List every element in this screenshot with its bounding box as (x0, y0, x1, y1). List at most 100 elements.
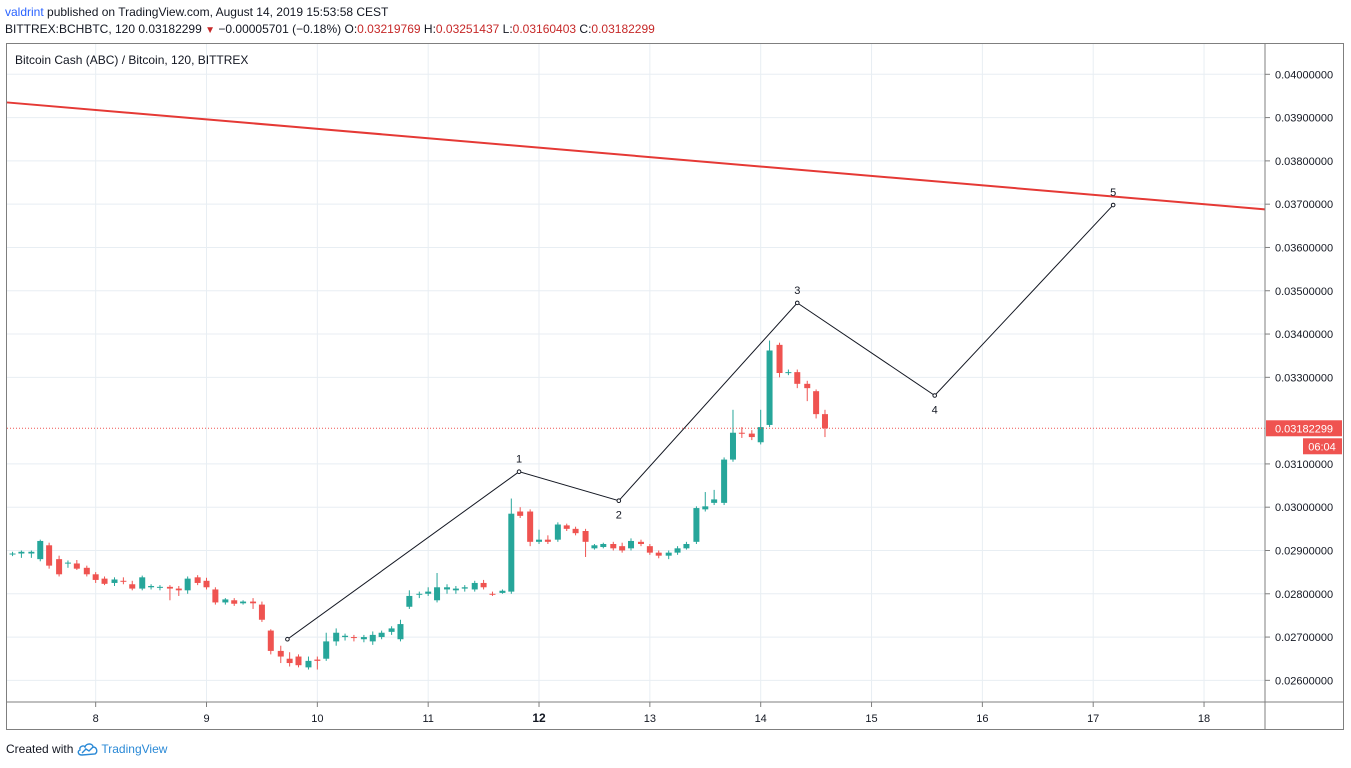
candle-up (499, 590, 506, 593)
candle-up (461, 587, 468, 589)
candle-down (489, 593, 496, 595)
wave-layer: 1 2 3 4 5 (285, 187, 1116, 642)
low-value: 0.03160403 (512, 22, 577, 36)
candle-up (156, 586, 163, 588)
publish-info: valdrint published on TradingView.com, A… (5, 5, 388, 19)
tradingview-brand[interactable]: TradingView (77, 742, 167, 756)
y-tick-label: 0.04000000 (1275, 69, 1333, 81)
candle-up (28, 551, 35, 554)
x-tick-label: 9 (203, 713, 209, 725)
open-label: O: (344, 22, 358, 36)
candle-down (572, 528, 579, 534)
candle-down (544, 539, 551, 542)
candle-down (295, 656, 302, 666)
candle-down (314, 659, 321, 661)
candle-down (286, 658, 293, 664)
candle-down (610, 543, 617, 549)
candle-up (600, 543, 607, 548)
wave-point (794, 300, 800, 306)
y-tick-label: 0.02600000 (1275, 675, 1333, 687)
y-tick-label: 0.03500000 (1275, 286, 1333, 298)
candle-up (139, 577, 146, 589)
wave-label: 1 (516, 454, 522, 466)
x-tick-label: 13 (644, 713, 656, 725)
candle-down (480, 582, 487, 588)
low-label: L: (502, 22, 513, 36)
candle-up (64, 562, 71, 564)
brand-label: TradingView (101, 742, 168, 756)
candle-down (166, 586, 173, 589)
x-tick-label: 16 (976, 713, 988, 725)
candle-down (748, 433, 755, 438)
candle-up (665, 552, 672, 556)
elliott-wave-path (287, 204, 1114, 640)
candle-down (120, 580, 127, 582)
current-price-layer: 0.03182299 06:04 (7, 420, 1342, 455)
candle-up (148, 585, 155, 588)
candle-up (18, 551, 25, 554)
candle-up (434, 587, 441, 601)
wave-point (285, 636, 290, 642)
candle-down (194, 577, 201, 583)
candle-up (683, 543, 690, 549)
candle-up (111, 579, 118, 583)
x-tick-label: 10 (311, 713, 323, 725)
axes-layer: 0.04000000 0.03900000 0.03800000 0.03700000… (7, 44, 1343, 729)
candle-down (646, 546, 653, 553)
cloud-logo-icon (77, 743, 98, 756)
candle-up (37, 540, 44, 560)
candle-up (378, 632, 385, 638)
candle-up (766, 350, 773, 425)
candle-up (674, 548, 681, 553)
candle-down (738, 432, 745, 434)
created-with-label: Created with (6, 742, 74, 756)
candle-up (222, 599, 229, 603)
wave-point (932, 393, 938, 398)
candle-down (794, 372, 801, 384)
candle-up (721, 459, 728, 503)
current-price-label: 0.03182299 (1275, 423, 1333, 435)
candle-up (729, 432, 736, 460)
footer: Created with TradingView (6, 742, 167, 756)
candle-down (527, 511, 534, 542)
candle-down (129, 584, 136, 589)
candle-down (46, 545, 53, 566)
candle-up (360, 637, 367, 640)
candles-layer (9, 340, 828, 670)
wave-label: 2 (616, 510, 622, 522)
candle-down (563, 525, 570, 529)
candle-down (582, 531, 589, 542)
candle-down (350, 637, 357, 639)
candle-down (277, 650, 284, 657)
candle-down (258, 604, 265, 620)
y-tick-label: 0.03400000 (1275, 329, 1333, 341)
candle-down (83, 567, 90, 575)
y-tick-label: 0.03000000 (1275, 502, 1333, 514)
candle-down (250, 601, 257, 604)
author-link[interactable]: valdrint (5, 5, 44, 19)
candle-up (184, 578, 191, 591)
high-label: H: (423, 22, 436, 36)
candle-up (508, 513, 515, 592)
candle-up (757, 427, 764, 443)
down-arrow-icon: ▼ (205, 25, 216, 36)
candle-up (536, 539, 543, 542)
countdown-label: 06:04 (1308, 441, 1336, 453)
candle-up (591, 545, 598, 549)
candle-down (804, 383, 811, 389)
x-tick-label: 18 (1198, 713, 1210, 725)
close-value: 0.03182299 (591, 22, 655, 36)
candle-up (416, 593, 423, 595)
x-tick-label: 15 (865, 713, 877, 725)
y-tick-label: 0.03300000 (1275, 372, 1333, 384)
wave-point (516, 469, 522, 475)
candle-down (231, 600, 238, 604)
candle-up (406, 595, 413, 607)
countdown-badge (1303, 438, 1342, 455)
candle-up (305, 660, 312, 668)
candle-down (619, 546, 626, 551)
candle-down (517, 511, 524, 516)
candle-down (175, 588, 182, 591)
candle-down (101, 578, 108, 584)
